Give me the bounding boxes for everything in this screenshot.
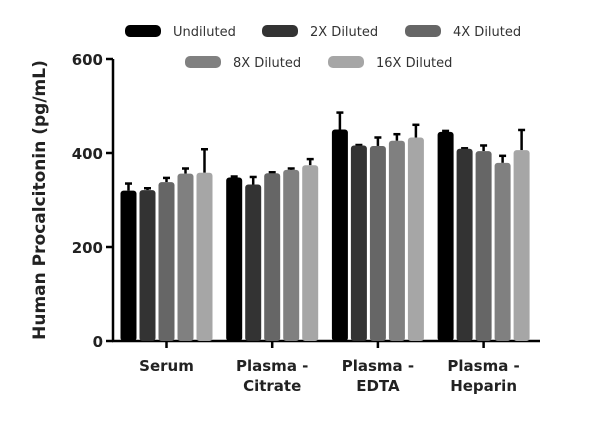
y-axis-label: Human Procalcitonin (pg/mL): [30, 60, 50, 340]
legend-item: 4X Diluted: [405, 25, 521, 40]
y-tick-label: 600: [72, 51, 103, 69]
x-tick-label: Serum: [139, 357, 194, 375]
bar: [245, 184, 262, 341]
legend-label: 2X Diluted: [310, 25, 378, 40]
x-tick-label: EDTA: [356, 377, 400, 395]
legend-swatch: [185, 56, 221, 68]
bar: [513, 150, 530, 341]
legend-label: 8X Diluted: [233, 56, 301, 71]
bar: [158, 182, 175, 341]
legend-label: 4X Diluted: [453, 25, 521, 40]
legend-swatch: [405, 25, 441, 37]
bar: [139, 190, 156, 341]
x-tick-label: Citrate: [243, 377, 301, 395]
bar: [437, 131, 454, 341]
bar: [407, 137, 424, 341]
legend-swatch: [125, 25, 161, 37]
legend-item: 8X Diluted: [185, 56, 301, 71]
legend-swatch: [328, 56, 364, 68]
bar: [475, 151, 492, 341]
bar: [226, 177, 243, 341]
bar: [369, 145, 386, 341]
x-tick-label: Plasma -: [342, 357, 414, 375]
y-tick-label: 200: [72, 239, 103, 257]
y-tick-label: 400: [72, 145, 103, 163]
legend-label: 16X Diluted: [376, 56, 452, 71]
bar: [456, 148, 473, 341]
x-tick-label: Plasma -: [236, 357, 308, 375]
legend-item: 2X Diluted: [262, 25, 378, 40]
bar: [388, 140, 405, 341]
legend-item: 16X Diluted: [328, 56, 452, 71]
legend-item: Undiluted: [125, 25, 236, 40]
bar: [283, 169, 300, 341]
bar: [177, 173, 194, 341]
legend-label: Undiluted: [173, 25, 236, 40]
y-tick-label: 0: [93, 333, 103, 351]
bar: [196, 172, 213, 341]
bar: [302, 165, 319, 341]
bar: [264, 173, 281, 341]
bar: [494, 162, 511, 341]
bar: [331, 129, 348, 341]
x-tick-label: Plasma -: [447, 357, 519, 375]
bar: [120, 190, 137, 341]
bar: [350, 145, 367, 341]
x-tick-label: Heparin: [450, 377, 517, 395]
legend-swatch: [262, 25, 298, 37]
